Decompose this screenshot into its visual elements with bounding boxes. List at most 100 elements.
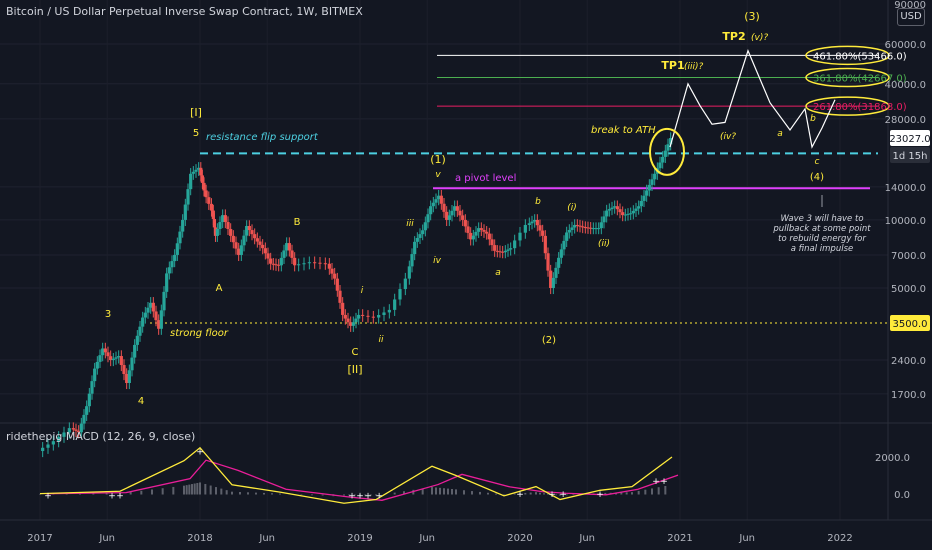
candle-body — [523, 224, 527, 233]
candle-body — [581, 226, 585, 228]
wave-label: (iv? — [720, 132, 736, 142]
price-tag-text: 23027.0 — [889, 134, 930, 145]
candle-body — [101, 348, 105, 356]
candle-body — [245, 225, 249, 236]
x-tick-label: Jun — [418, 533, 435, 544]
candle-body — [191, 171, 195, 174]
wave-label: v — [435, 170, 441, 180]
candle-body — [103, 348, 107, 353]
candle-body — [41, 447, 45, 452]
macd-histogram-bar — [39, 493, 41, 495]
candle-body — [423, 222, 427, 231]
candle-body — [143, 312, 147, 318]
candle-body — [618, 209, 622, 213]
wave-label: a — [495, 268, 501, 278]
candle-body — [653, 173, 657, 180]
candle-body — [279, 257, 283, 266]
candle-body — [463, 219, 467, 227]
candle-body — [77, 430, 81, 433]
candle-body — [313, 262, 317, 264]
wave-label: [II] — [347, 363, 362, 376]
wave-label: B — [294, 217, 301, 228]
candle-body — [204, 190, 208, 198]
macd-histogram-bar — [375, 494, 377, 496]
candle-body — [67, 428, 71, 433]
macd-histogram-bar — [321, 494, 324, 496]
x-tick-label: Jun — [98, 533, 115, 544]
x-tick-label: 2022 — [827, 533, 852, 544]
candle-body — [501, 251, 505, 253]
tp2-sub-label: (v)? — [751, 33, 768, 43]
candle-body — [211, 210, 215, 220]
candle-body — [263, 248, 267, 254]
macd-histogram-bar — [447, 488, 449, 495]
candle-body — [231, 235, 235, 243]
candle-body — [226, 222, 230, 229]
macd-histogram-bar — [172, 486, 175, 495]
candle-body — [626, 213, 630, 215]
candle-body — [114, 357, 118, 359]
wave-label: (4) — [810, 172, 824, 183]
candle-body — [79, 423, 83, 433]
candle-body — [490, 239, 494, 246]
candle-body — [573, 224, 577, 228]
x-tick-label: Jun — [258, 533, 275, 544]
macd-histogram-bar — [487, 492, 489, 495]
macd-histogram-bar — [255, 492, 257, 495]
candle-body — [149, 302, 153, 308]
macd-histogram-bar — [547, 493, 549, 495]
candle-body — [421, 230, 425, 235]
macd-histogram-bar — [199, 482, 201, 495]
candle-body — [335, 278, 339, 291]
macd-cross-marker: + — [348, 491, 356, 501]
candle-body — [538, 225, 542, 231]
macd-histogram-bar — [279, 493, 281, 495]
candle-body — [178, 231, 182, 244]
level-label: 461.80%(53466.0) — [813, 51, 907, 62]
currency-badge[interactable]: USD — [897, 8, 925, 26]
macd-histogram-bar — [129, 492, 132, 495]
projection-path — [669, 49, 836, 149]
candle-body — [237, 248, 241, 255]
macd-histogram-bar — [151, 489, 153, 495]
wave-label: 5 — [193, 128, 199, 139]
candle-body — [487, 233, 491, 240]
candle-body — [194, 169, 198, 172]
candle-body — [586, 227, 590, 229]
candle-body — [186, 189, 190, 205]
macd-histogram-bar — [412, 489, 415, 495]
macd-histogram-bar — [443, 488, 445, 495]
candle-body — [165, 273, 169, 292]
tp1-sub-label: (iii)? — [684, 62, 704, 72]
candle-body — [157, 320, 161, 329]
candle-body — [212, 219, 216, 228]
macd-histogram-bar — [524, 492, 527, 495]
candle-body — [431, 202, 435, 207]
candle-body — [393, 299, 397, 310]
candle-body — [621, 212, 625, 216]
wave-label: c — [815, 157, 820, 167]
wave-label: (1) — [430, 153, 446, 166]
chart-title: Bitcoin / US Dollar Perpetual Inverse Sw… — [6, 5, 363, 18]
wave-label: (3) — [744, 10, 760, 23]
wave-label: b — [810, 114, 816, 124]
wave-label: C — [352, 347, 359, 358]
candle-body — [106, 352, 110, 357]
y-tick-top: 90000 — [894, 0, 926, 11]
candle-body — [482, 229, 486, 232]
macd-histogram-bar — [620, 492, 623, 495]
price-tag — [890, 147, 930, 164]
candle-body — [669, 138, 673, 145]
macd-histogram-bar — [503, 494, 505, 495]
candle-body — [661, 156, 665, 163]
candle-body — [458, 210, 462, 216]
note-text: pullback at some point — [772, 224, 871, 234]
y-tick-label: 7000.0 — [891, 251, 926, 262]
macd-line — [39, 446, 673, 504]
resistance-label: resistance flip support — [206, 132, 319, 143]
candle-body — [597, 228, 601, 230]
macd-histogram-bar — [513, 493, 516, 495]
macd-histogram-bar — [625, 492, 628, 495]
candle-body — [170, 261, 174, 268]
